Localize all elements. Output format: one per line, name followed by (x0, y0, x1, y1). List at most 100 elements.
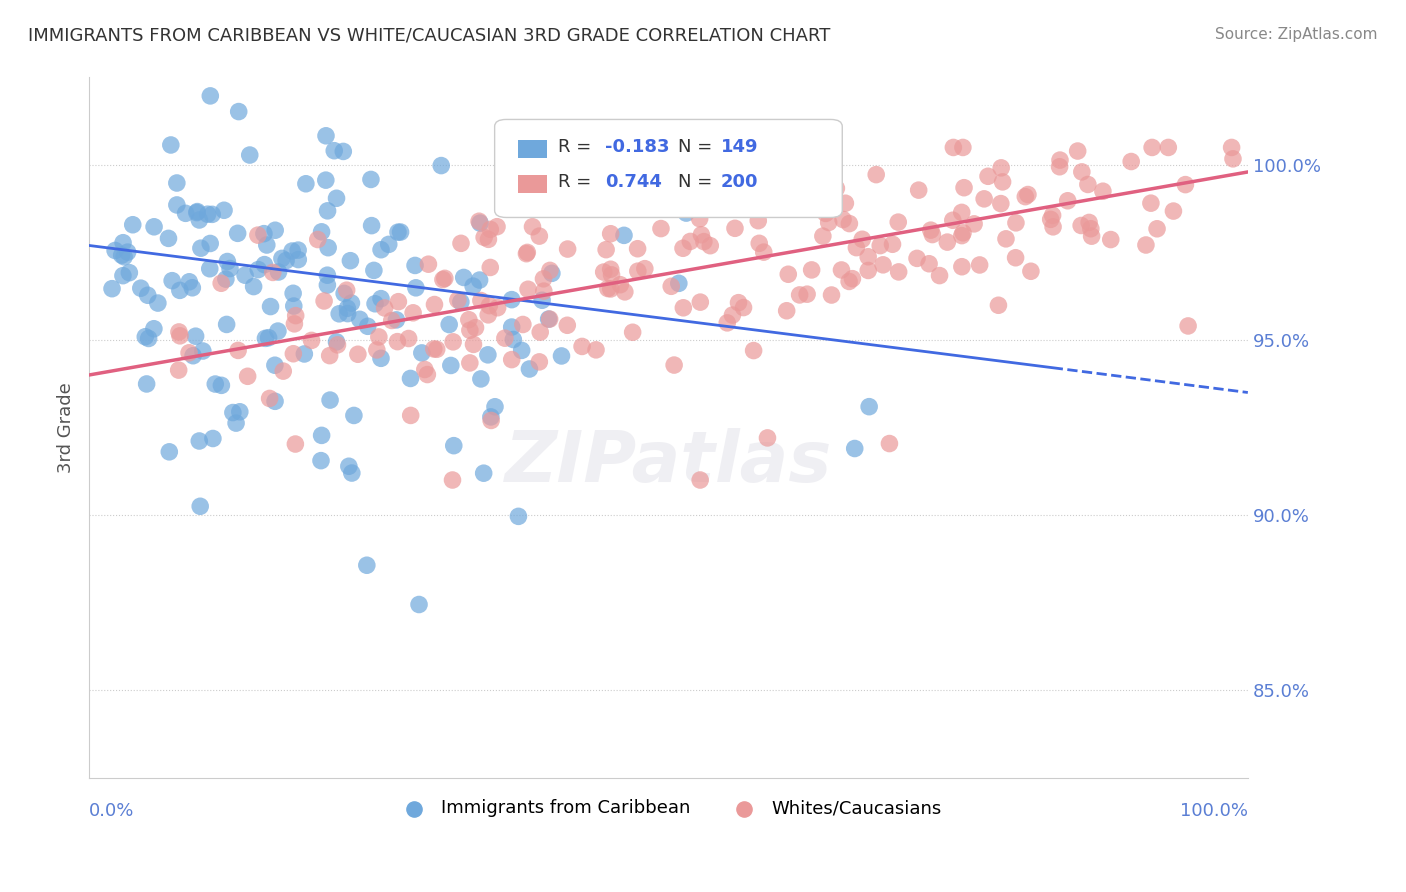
Point (450, 236, 472, 251)
Point (142, 322, 165, 336)
Point (387, 334, 409, 349)
Point (367, 330, 389, 344)
Legend: Immigrants from Caribbean, Whites/Caucasians: Immigrants from Caribbean, Whites/Caucas… (388, 792, 949, 824)
Point (830, 263, 852, 277)
Point (479, 413, 502, 427)
Point (786, 183, 808, 197)
Point (817, 215, 839, 229)
Point (468, 214, 491, 228)
Point (472, 466, 495, 480)
Point (858, 400, 880, 414)
Point (347, 347, 370, 361)
Point (1091, 184, 1114, 198)
Point (538, 312, 561, 326)
Point (1077, 178, 1099, 192)
Point (408, 598, 430, 612)
Point (470, 372, 492, 386)
Point (905, 252, 928, 266)
Point (1174, 178, 1197, 192)
Point (952, 140, 974, 154)
Point (343, 409, 366, 423)
Point (727, 295, 749, 310)
Point (104, 244, 127, 258)
Point (264, 223, 287, 237)
Point (1121, 154, 1143, 169)
Point (501, 293, 523, 307)
Point (796, 287, 818, 301)
FancyBboxPatch shape (495, 120, 842, 218)
Point (689, 211, 711, 226)
Point (689, 473, 711, 487)
Point (101, 282, 124, 296)
Point (1019, 264, 1042, 278)
Point (686, 156, 709, 170)
Point (179, 275, 201, 289)
Point (921, 227, 943, 242)
Point (256, 238, 278, 252)
Point (177, 346, 200, 360)
Point (340, 296, 363, 310)
Text: 100.0%: 100.0% (1180, 802, 1249, 820)
Point (942, 140, 965, 154)
Point (763, 199, 786, 213)
Point (157, 231, 180, 245)
Point (796, 173, 818, 187)
Point (463, 279, 485, 293)
Point (1140, 196, 1163, 211)
Point (621, 325, 644, 339)
Point (404, 259, 426, 273)
Point (204, 377, 226, 392)
Point (363, 263, 385, 277)
Point (357, 319, 380, 334)
Point (447, 293, 470, 307)
Point (117, 245, 139, 260)
Point (942, 213, 965, 227)
Point (458, 356, 481, 370)
Point (856, 250, 879, 264)
Point (747, 213, 769, 227)
Point (157, 445, 180, 459)
Text: R =: R = (558, 173, 598, 192)
Text: R =: R = (558, 138, 598, 156)
Point (284, 437, 307, 451)
Point (287, 252, 309, 267)
Point (349, 312, 371, 326)
Point (672, 241, 695, 255)
Point (572, 196, 595, 211)
Point (138, 331, 160, 345)
Point (845, 241, 868, 255)
Point (228, 104, 250, 119)
Point (508, 509, 530, 524)
Point (950, 205, 973, 219)
Point (416, 368, 439, 382)
Text: Source: ZipAtlas.com: Source: ZipAtlas.com (1215, 27, 1378, 42)
Point (470, 293, 492, 308)
Bar (517, 140, 547, 158)
Point (360, 172, 382, 186)
Point (1099, 233, 1122, 247)
Point (953, 180, 976, 194)
Point (1049, 153, 1071, 167)
Point (529, 355, 551, 369)
Point (222, 405, 245, 419)
Point (609, 277, 631, 292)
Point (841, 271, 863, 285)
Point (325, 334, 347, 349)
Point (389, 225, 412, 239)
Point (550, 349, 572, 363)
Point (239, 148, 262, 162)
Y-axis label: 3rd Grade: 3rd Grade (58, 382, 75, 473)
Point (776, 303, 799, 318)
Point (752, 245, 775, 260)
Point (411, 346, 433, 360)
Point (316, 241, 339, 255)
Point (994, 232, 1017, 246)
Point (314, 293, 336, 308)
Point (169, 284, 191, 298)
Point (907, 183, 929, 197)
Point (129, 281, 152, 295)
Point (555, 318, 578, 333)
Point (1066, 144, 1088, 158)
Point (332, 145, 354, 159)
Point (1135, 238, 1157, 252)
